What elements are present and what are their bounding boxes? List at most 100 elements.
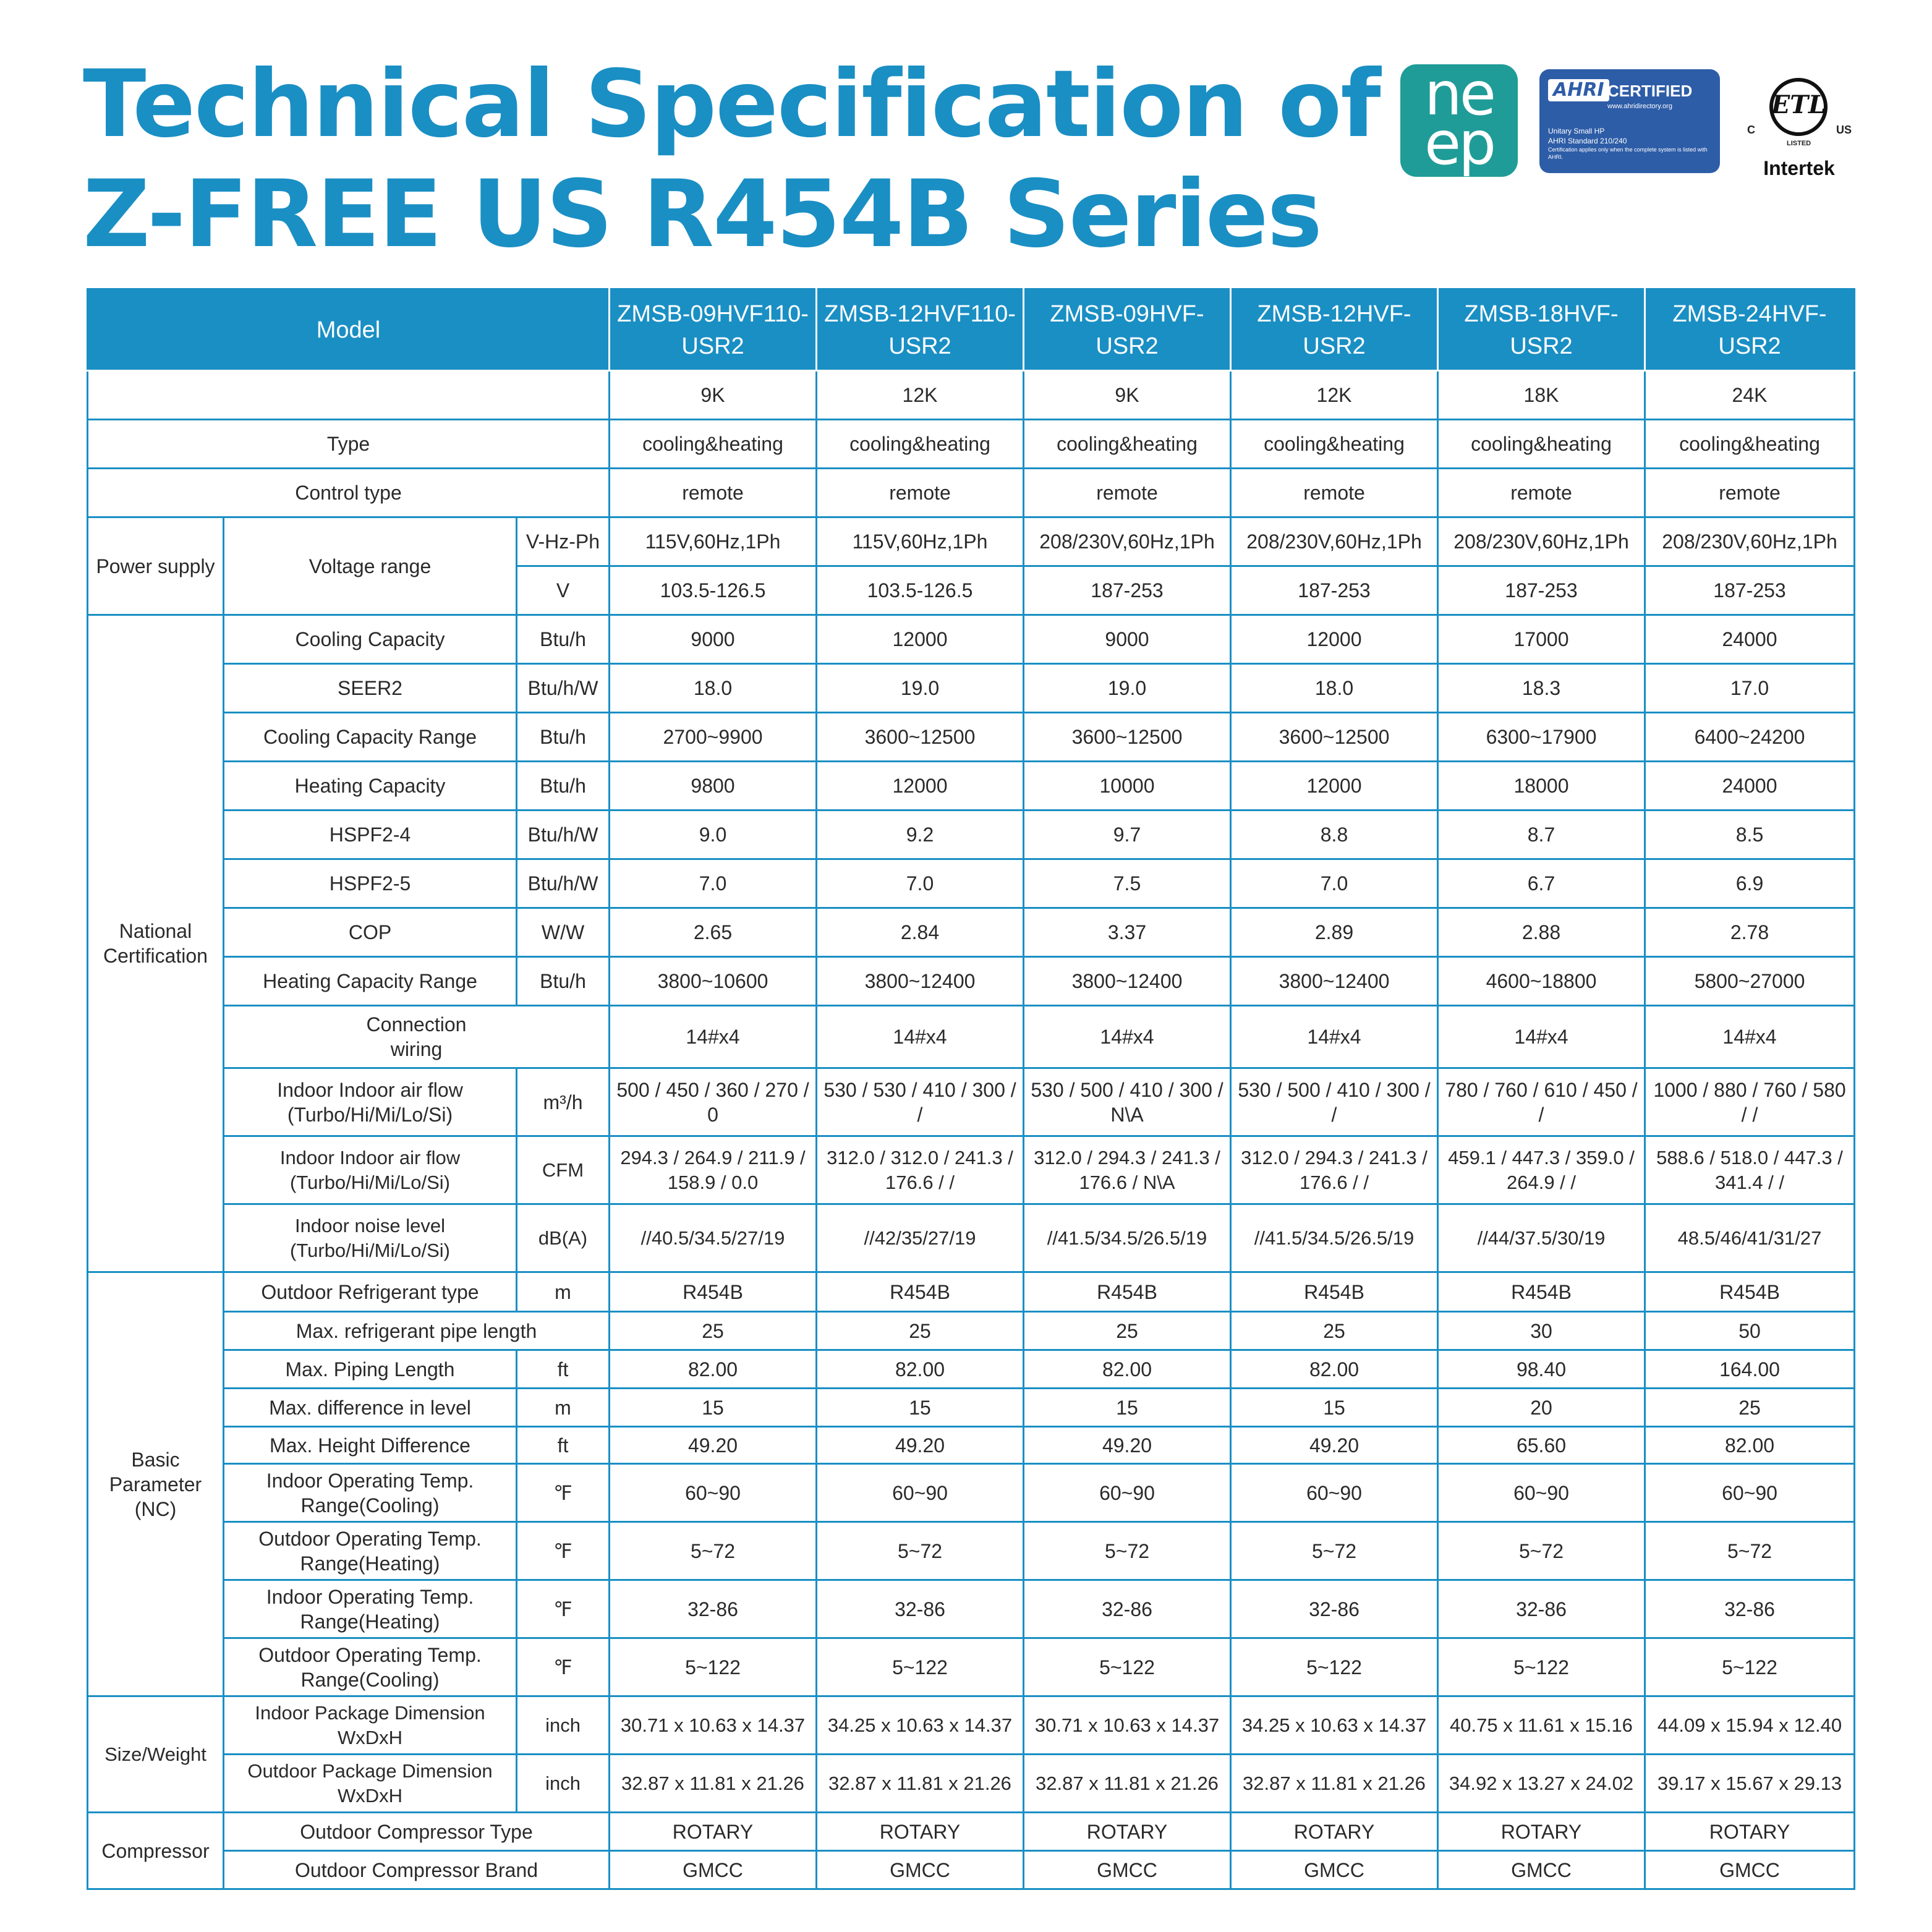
value-cell: 32-86 bbox=[1023, 1579, 1232, 1639]
row-label: Indoor noise level (Turbo/Hi/Mi/Lo/Si) bbox=[223, 1203, 517, 1273]
row-label: Heating Capacity bbox=[223, 760, 517, 811]
value-cell: 32-86 bbox=[1644, 1579, 1855, 1639]
value-cell: 4600~18800 bbox=[1437, 956, 1646, 1006]
value-cell: R454B bbox=[815, 1271, 1024, 1313]
row-label: Outdoor Compressor Brand bbox=[223, 1850, 610, 1890]
unit-cell: V-Hz-Ph bbox=[516, 516, 610, 567]
value-cell: 25 bbox=[1644, 1387, 1855, 1428]
max-refrigerant-pipe-length-row: Max. refrigerant pipe length 25 25 25 25… bbox=[88, 1311, 1855, 1351]
value-cell: R454B bbox=[1230, 1271, 1439, 1313]
value-cell: 12000 bbox=[1230, 760, 1439, 811]
value-cell: 530 / 500 / 410 / 300 / N\A bbox=[1023, 1067, 1232, 1137]
intertek-wordmark: Intertek bbox=[1763, 157, 1835, 179]
value-cell: 60~90 bbox=[1230, 1463, 1439, 1523]
value-cell: 780 / 760 / 610 / 450 / / bbox=[1437, 1067, 1646, 1137]
value-cell: 15 bbox=[608, 1387, 817, 1428]
value-cell: 25 bbox=[1230, 1311, 1439, 1351]
value-cell: remote bbox=[1644, 467, 1855, 518]
value-cell: remote bbox=[608, 467, 817, 518]
value-cell: 82.00 bbox=[815, 1349, 1024, 1389]
value-cell: 60~90 bbox=[1644, 1463, 1855, 1523]
value-cell: 49.20 bbox=[608, 1426, 817, 1465]
value-cell: 19.0 bbox=[1023, 663, 1232, 713]
model-header-label: Model bbox=[87, 288, 610, 372]
value-cell: cooling&heating bbox=[815, 419, 1024, 469]
unit-cell: Btu/h bbox=[516, 760, 610, 811]
value-cell: ROTARY bbox=[1023, 1811, 1232, 1852]
type-row: Type cooling&heating cooling&heating coo… bbox=[87, 419, 1855, 469]
heating-capacity-row: Heating Capacity Btu/h 9800 12000 10000 … bbox=[88, 760, 1855, 811]
ahri-certified-text: CERTIFIED bbox=[1607, 82, 1693, 100]
value-cell: 9.2 bbox=[815, 809, 1024, 860]
row-label: Indoor Indoor air flow (Turbo/Hi/Mi/Lo/S… bbox=[223, 1135, 517, 1205]
value-cell: 115V,60Hz,1Ph bbox=[608, 516, 817, 567]
model-header-row: Model ZMSB-09HVF110-USR2 ZMSB-12HVF110-U… bbox=[87, 288, 1855, 372]
value-cell: 32.87 x 11.81 x 21.26 bbox=[815, 1753, 1024, 1813]
value-cell: 3600~12500 bbox=[1230, 712, 1439, 762]
value-cell: 5~72 bbox=[1023, 1521, 1232, 1581]
value-cell: //42/35/27/19 bbox=[815, 1203, 1024, 1273]
unit-cell: ft bbox=[516, 1349, 610, 1389]
value-cell: 294.3 / 264.9 / 211.9 / 158.9 / 0.0 bbox=[608, 1135, 817, 1205]
refrigerant-type-row: Basic Parameter (NC) Outdoor Refrigerant… bbox=[87, 1271, 1855, 1697]
capacity-row: 9K 12K 9K 12K 18K 24K bbox=[87, 370, 1855, 420]
unit-cell: ft bbox=[516, 1426, 610, 1465]
unit-cell: Btu/h/W bbox=[516, 858, 610, 909]
capacity-cell: 12K bbox=[815, 370, 1024, 420]
value-cell: 17.0 bbox=[1644, 663, 1855, 713]
value-cell: //40.5/34.5/27/19 bbox=[608, 1203, 817, 1273]
ahri-detail-2: AHRI Standard 210/240 bbox=[1548, 137, 1627, 145]
value-cell: 208/230V,60Hz,1Ph bbox=[1230, 516, 1439, 567]
value-cell: remote bbox=[1023, 467, 1232, 518]
value-cell: R454B bbox=[1644, 1271, 1855, 1313]
row-label: Max. refrigerant pipe length bbox=[223, 1311, 610, 1351]
value-cell: 588.6 / 518.0 / 447.3 / 341.4 / / bbox=[1644, 1135, 1855, 1205]
value-cell: 208/230V,60Hz,1Ph bbox=[1437, 516, 1646, 567]
unit-cell: ℉ bbox=[516, 1579, 610, 1639]
value-cell: 103.5-126.5 bbox=[608, 565, 817, 616]
value-cell: 30 bbox=[1437, 1311, 1646, 1351]
value-cell: 82.00 bbox=[608, 1349, 817, 1389]
voltage-range-row: V 103.5-126.5 103.5-126.5 187-253 187-25… bbox=[88, 565, 1855, 616]
row-label: Outdoor Operating Temp. Range(Cooling) bbox=[223, 1637, 517, 1697]
ahri-website: www.ahridirectory.org bbox=[1607, 103, 1672, 110]
unit-cell: CFM bbox=[516, 1135, 610, 1205]
value-cell: 5~122 bbox=[1023, 1637, 1232, 1697]
row-label: Cooling Capacity bbox=[223, 614, 517, 665]
value-cell: 115V,60Hz,1Ph bbox=[815, 516, 1024, 567]
row-label: Heating Capacity Range bbox=[223, 956, 517, 1006]
compressor-type-row: Compressor Outdoor Compressor Type ROTAR… bbox=[87, 1811, 1855, 1890]
unit-cell: m bbox=[516, 1387, 610, 1428]
value-cell: 6300~17900 bbox=[1437, 712, 1646, 762]
etl-listed-mark: LISTED bbox=[1787, 140, 1811, 147]
value-cell: 14#x4 bbox=[1230, 1005, 1439, 1069]
group-label-power-supply: Power supply bbox=[87, 516, 224, 616]
value-cell: 14#x4 bbox=[608, 1005, 817, 1069]
unit-cell: Btu/h/W bbox=[516, 809, 610, 860]
value-cell: 530 / 500 / 410 / 300 / / bbox=[1230, 1067, 1439, 1137]
value-cell: 49.20 bbox=[1023, 1426, 1232, 1465]
value-cell: cooling&heating bbox=[1437, 419, 1646, 469]
connection-wiring-label: Connection wiring bbox=[366, 1013, 467, 1060]
value-cell: 2700~9900 bbox=[608, 712, 817, 762]
value-cell: 98.40 bbox=[1437, 1349, 1646, 1389]
row-label: HSPF2-4 bbox=[223, 809, 517, 860]
row-label: Max. Height Difference bbox=[223, 1426, 517, 1465]
value-cell: 8.7 bbox=[1437, 809, 1646, 860]
unit-cell: dB(A) bbox=[516, 1203, 610, 1273]
value-cell: 6400~24200 bbox=[1644, 712, 1855, 762]
model-name: ZMSB-09HVF110-USR2 bbox=[608, 288, 817, 372]
title-line-1: Technical Specification of bbox=[83, 51, 1381, 158]
value-cell: 24000 bbox=[1644, 614, 1855, 665]
value-cell: 30.71 x 10.63 x 14.37 bbox=[608, 1695, 817, 1755]
value-cell: 2.78 bbox=[1644, 907, 1855, 958]
value-cell: 164.00 bbox=[1644, 1349, 1855, 1389]
value-cell: cooling&heating bbox=[608, 419, 817, 469]
spec-table: Model ZMSB-09HVF110-USR2 ZMSB-12HVF110-U… bbox=[87, 288, 1855, 1890]
value-cell: ROTARY bbox=[1644, 1811, 1855, 1852]
group-label-voltage-range: Voltage range bbox=[223, 516, 517, 616]
unit-cell: ℉ bbox=[516, 1637, 610, 1697]
value-cell: 6.9 bbox=[1644, 858, 1855, 909]
value-cell: 18.0 bbox=[1230, 663, 1439, 713]
value-cell: 40.75 x 11.61 x 15.16 bbox=[1437, 1695, 1646, 1755]
